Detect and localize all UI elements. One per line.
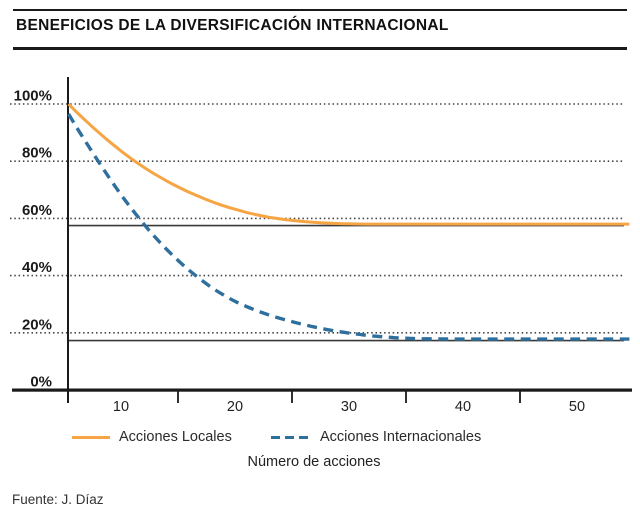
y-tick-label-0: 0% [30, 374, 52, 391]
x-tick-label-40: 40 [455, 399, 471, 415]
x-tick-label-10: 10 [113, 399, 129, 415]
local-series-line [67, 102, 630, 226]
legend-label-local: Acciones Locales [119, 429, 232, 445]
y-tick-label-20: 20% [22, 316, 52, 333]
y-tick-label-40: 40% [22, 259, 52, 276]
x-axis-line [12, 388, 632, 392]
y-tick-label-60: 60% [22, 202, 52, 219]
legend-item-local: Acciones Locales [72, 428, 232, 446]
x-tick-label-30: 30 [341, 399, 357, 415]
international-series-swatch-icon [271, 435, 311, 439]
title-rule-top [13, 9, 627, 11]
y-tick-label-100: 100% [14, 88, 52, 105]
local-series-swatch-icon [72, 435, 110, 439]
y-tick-label-80: 80% [22, 145, 52, 162]
source-note: Fuente: J. Díaz [12, 492, 104, 507]
chart-title: BENEFICIOS DE LA DIVERSIFICACIÓN INTERNA… [16, 17, 449, 34]
x-tick-label-20: 20 [227, 399, 243, 415]
international-series-line [67, 113, 630, 341]
x-tick-label-50: 50 [569, 399, 585, 415]
legend-label-international: Acciones Internacionales [320, 429, 482, 445]
title-rule-bottom [13, 47, 627, 50]
x-axis-title: Número de acciones [247, 454, 381, 470]
legend: Acciones Locales Acciones Internacionale… [0, 428, 640, 448]
legend-item-international: Acciones Internacionales [271, 428, 481, 446]
